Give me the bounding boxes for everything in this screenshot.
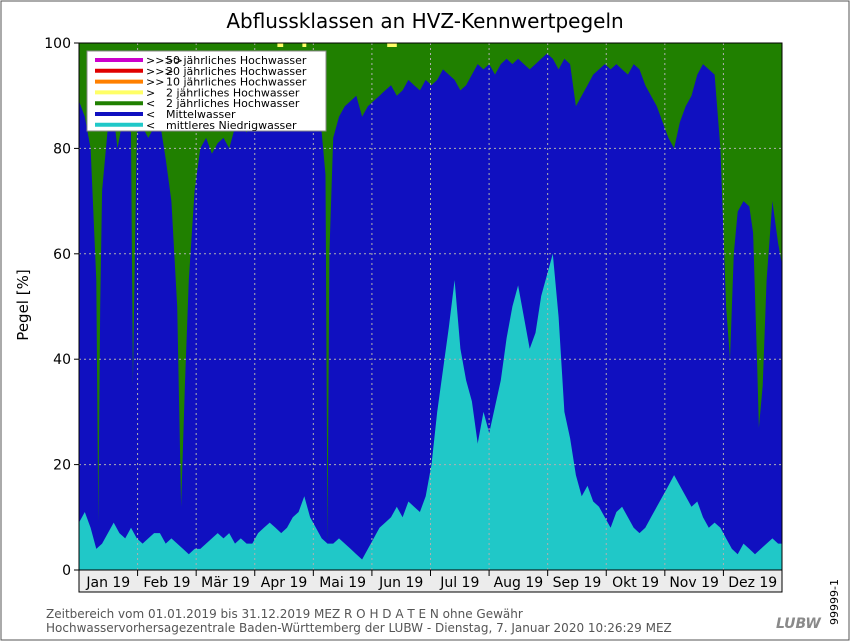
legend-label-1: 20 jährliches Hochwasser	[166, 65, 307, 78]
month-label-8: Sep 19	[553, 575, 602, 591]
series-mittleres-niedrigwasser	[79, 253, 782, 571]
legend-label-5: Mittelwasser	[166, 108, 236, 121]
month-label-1: Feb 19	[143, 575, 190, 591]
legend-label-0: 50 jährliches Hochwasser	[166, 54, 307, 67]
legend-marker-5: <	[146, 108, 155, 121]
y-tick-label-20: 20	[53, 458, 71, 474]
series-mittelwasser	[79, 53, 782, 570]
legend-marker-2: >>	[146, 76, 164, 89]
month-label-0: Jan 19	[85, 575, 130, 591]
legend-marker-1: >>>	[146, 65, 174, 78]
legend-marker-3: >	[146, 86, 155, 99]
y-tick-label-0: 0	[62, 563, 71, 579]
month-label-6: Jul 19	[439, 575, 479, 591]
footer-line-1: Zeitbereich vom 01.01.2019 bis 31.12.201…	[46, 607, 523, 621]
month-axis: Jan 19 Feb 19 Mär 19 Apr 19 Mai 19 Jun 19 Jul …	[78, 569, 783, 593]
y-tick-label-40: 40	[53, 352, 71, 368]
legend-marker-4: <	[146, 97, 155, 110]
y-ticks: 0 20 40 60 80 100	[44, 36, 79, 579]
legend-marker-6: <	[146, 119, 155, 132]
legend: >>>>50 jährliches Hochwasser>>>20 jährli…	[86, 50, 327, 132]
legend-label-3: 2 jährliches Hochwasser	[166, 86, 300, 99]
month-label-11: Dez 19	[728, 575, 777, 591]
legend-label-2: 10 jährliches Hochwasser	[166, 76, 307, 89]
lubw-logo: LUBW	[776, 616, 821, 632]
grid-layer	[79, 43, 782, 570]
chart-title: Abflussklassen an HVZ-Kennwertpegeln	[226, 9, 623, 33]
legend-marker-0: >>>>	[146, 54, 183, 67]
month-label-4: Mai 19	[319, 575, 366, 591]
month-labels: Jan 19 Feb 19 Mär 19 Apr 19 Mai 19 Jun 19 Jul …	[85, 570, 777, 591]
flood-event-0	[277, 43, 284, 47]
legend-label-6: mittleres Niedrigwasser	[166, 119, 297, 132]
month-label-9: Okt 19	[612, 575, 659, 591]
y-tick-label-80: 80	[53, 141, 71, 157]
legend-label-4: 2 jährliches Hochwasser	[166, 97, 300, 110]
y-axis-label: Pegel [%]	[14, 269, 32, 340]
flood-event-2	[387, 43, 397, 47]
flood-event-1	[302, 43, 307, 47]
month-label-10: Nov 19	[669, 575, 719, 591]
legend-items: >>>>50 jährliches Hochwasser>>>20 jährli…	[95, 54, 307, 132]
y-tick-label-100: 100	[44, 36, 71, 52]
month-label-5: Jun 19	[378, 575, 423, 591]
event-layer	[277, 43, 397, 47]
y-tick-label-60: 60	[53, 247, 71, 263]
footer-line-2: Hochwasservorhersagezentrale Baden-Württ…	[46, 621, 672, 635]
month-label-3: Apr 19	[261, 575, 307, 591]
month-label-7: Aug 19	[494, 575, 544, 591]
month-label-2: Mär 19	[201, 575, 250, 591]
side-id: 99999-1	[828, 579, 841, 625]
